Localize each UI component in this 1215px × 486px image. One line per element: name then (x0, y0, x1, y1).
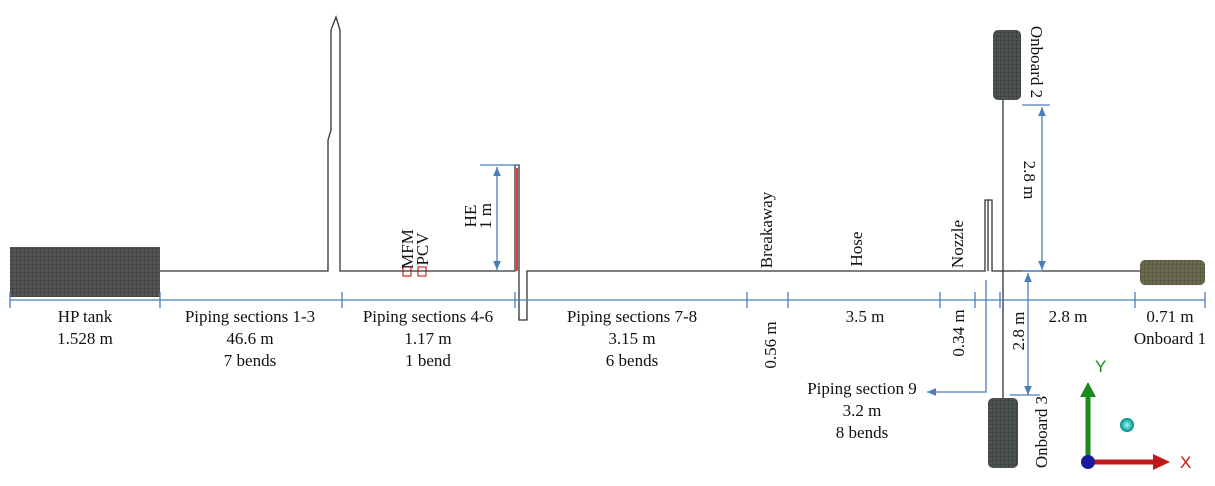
x-arrow (1153, 454, 1170, 470)
onboard-2-tank (993, 30, 1021, 100)
label: 3.5 m (846, 307, 885, 326)
label: PCV (413, 232, 432, 266)
label: Piping sections 1-3 (185, 307, 315, 326)
label: 0.71 m (1146, 307, 1193, 326)
label: 8 bends (836, 423, 888, 442)
label: Onboard 2 (1027, 26, 1046, 98)
label: 2.8 m (1020, 161, 1039, 200)
label: 1 m (476, 203, 495, 229)
label: Onboard 1 (1134, 329, 1206, 348)
pipeline (10, 17, 1205, 468)
onboard-3-tank (988, 398, 1018, 468)
hp-tank (10, 247, 160, 297)
label: Onboard 3 (1032, 396, 1051, 468)
label: Nozzle (948, 220, 967, 268)
label: 3.2 m (843, 401, 882, 420)
label: HP tank (58, 307, 113, 326)
label: 1.528 m (57, 329, 113, 348)
y-label: Y (1095, 357, 1106, 376)
origin (1081, 455, 1095, 469)
label: Piping sections 4-6 (363, 307, 493, 326)
label: Hose (847, 232, 866, 267)
sphere (1120, 418, 1134, 432)
label: 3.15 m (608, 329, 655, 348)
label: 6 bends (606, 351, 658, 370)
labels: HP tank 1.528 m Piping sections 1-3 46.6… (57, 26, 1206, 468)
y-arrow (1080, 382, 1096, 397)
label: 46.6 m (226, 329, 273, 348)
label: 0.34 m (949, 309, 968, 356)
label: Piping sections 7-8 (567, 307, 697, 326)
label: 2.8 m (1049, 307, 1088, 326)
onboard-1-tank (1140, 260, 1205, 285)
label: 1 bend (405, 351, 451, 370)
label: 0.56 m (761, 321, 780, 368)
label: Breakaway (757, 191, 776, 268)
label: 7 bends (224, 351, 276, 370)
label: Piping section 9 (807, 379, 917, 398)
label: 1.17 m (404, 329, 451, 348)
axis-triad: Y X (1080, 357, 1191, 472)
diagram: HP tank 1.528 m Piping sections 1-3 46.6… (0, 0, 1215, 486)
x-label: X (1180, 453, 1191, 472)
label: 2.8 m (1009, 312, 1028, 351)
